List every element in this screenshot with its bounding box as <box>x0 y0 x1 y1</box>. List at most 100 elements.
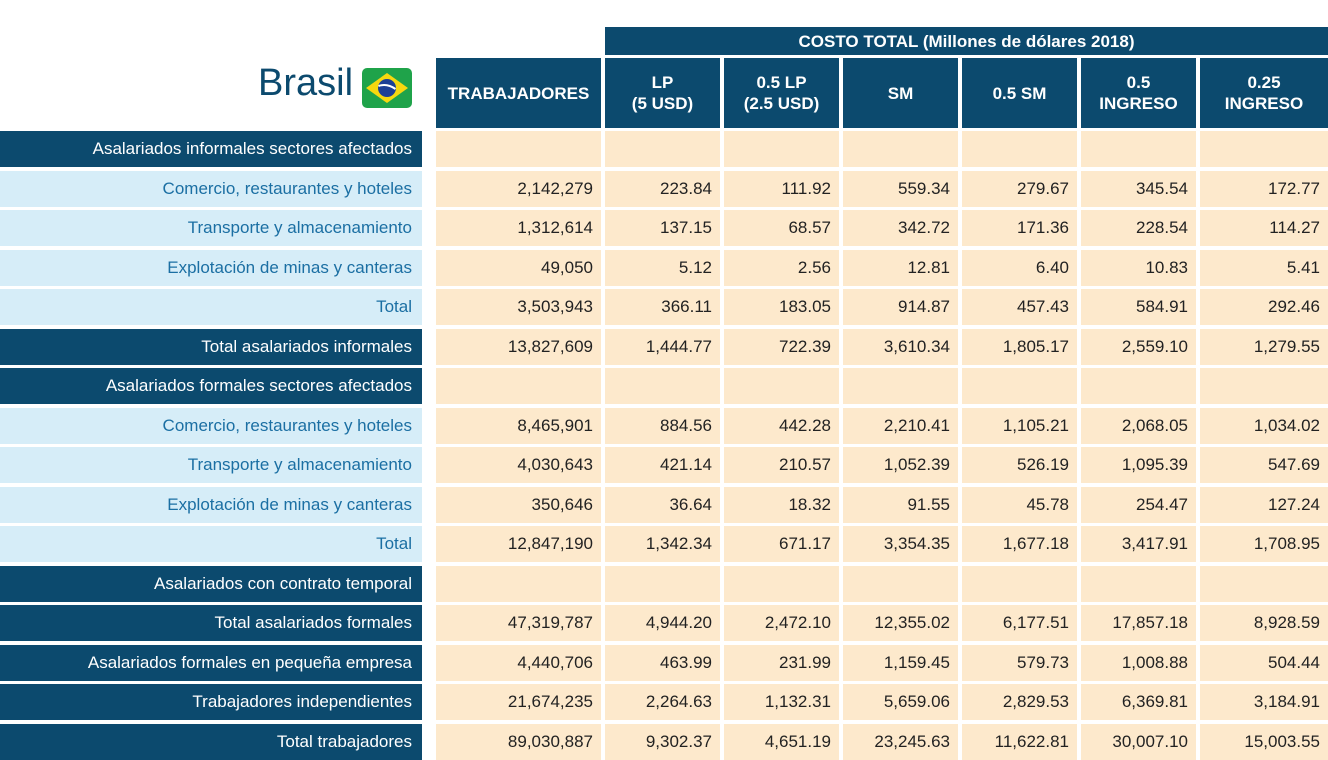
column-header: 0.5 SM <box>962 58 1077 128</box>
cell: 559.34 <box>843 170 958 207</box>
column-header-line: SM <box>887 83 914 103</box>
cell: 23,245.63 <box>843 723 958 760</box>
cell: 127.24 <box>1200 486 1328 523</box>
cell: 4,651.19 <box>724 723 839 760</box>
cell: 15,003.55 <box>1200 723 1328 760</box>
cell: 345.54 <box>1081 170 1196 207</box>
cell <box>962 131 1077 167</box>
cell: 463.99 <box>605 644 720 681</box>
cell: 5,659.06 <box>843 684 958 720</box>
row-label: Comercio, restaurantes y hoteles <box>0 170 422 207</box>
flag-band <box>378 84 397 90</box>
cell: 10.83 <box>1081 249 1196 286</box>
cell: 4,030,643 <box>436 447 601 483</box>
cell: 1,132.31 <box>724 684 839 720</box>
cell <box>1200 368 1328 404</box>
column-header: SM <box>843 58 958 128</box>
cell: 442.28 <box>724 407 839 444</box>
column-header-line: (2.5 USD) <box>743 94 820 113</box>
cell: 36.64 <box>605 486 720 523</box>
cell: 1,159.45 <box>843 644 958 681</box>
cell: 1,034.02 <box>1200 407 1328 444</box>
cell: 1,052.39 <box>843 447 958 483</box>
cell: 2,559.10 <box>1081 328 1196 365</box>
cell: 89,030,887 <box>436 723 601 760</box>
cell <box>1200 131 1328 167</box>
cell: 1,279.55 <box>1200 328 1328 365</box>
column-header-line: 0.5 <box>1126 73 1151 92</box>
cell: 2.56 <box>724 249 839 286</box>
cell <box>1081 565 1196 602</box>
cell: 91.55 <box>843 486 958 523</box>
row-label: Comercio, restaurantes y hoteles <box>0 407 422 444</box>
cell: 1,708.95 <box>1200 526 1328 562</box>
cell: 504.44 <box>1200 644 1328 681</box>
cell: 114.27 <box>1200 210 1328 246</box>
cell: 3,354.35 <box>843 526 958 562</box>
cell <box>724 368 839 404</box>
cell: 45.78 <box>962 486 1077 523</box>
cell: 8,928.59 <box>1200 605 1328 641</box>
cell: 4,944.20 <box>605 605 720 641</box>
cell: 722.39 <box>724 328 839 365</box>
flag <box>362 68 412 108</box>
cell: 1,342.34 <box>605 526 720 562</box>
row-label: Asalariados con contrato temporal <box>0 565 422 602</box>
cell: 2,068.05 <box>1081 407 1196 444</box>
cell: 342.72 <box>843 210 958 246</box>
cell <box>605 565 720 602</box>
cell <box>962 368 1077 404</box>
cell: 421.14 <box>605 447 720 483</box>
cell <box>605 368 720 404</box>
cell: 2,829.53 <box>962 684 1077 720</box>
cell <box>1081 131 1196 167</box>
cell <box>724 131 839 167</box>
cell: 8,465,901 <box>436 407 601 444</box>
cell: 12,355.02 <box>843 605 958 641</box>
row-label: Asalariados formales sectores afectados <box>0 368 422 404</box>
cell: 12.81 <box>843 249 958 286</box>
cell: 17,857.18 <box>1081 605 1196 641</box>
cell: 13,827,609 <box>436 328 601 365</box>
cell <box>436 131 601 167</box>
cell: 30,007.10 <box>1081 723 1196 760</box>
cell: 3,503,943 <box>436 289 601 325</box>
cell: 6,177.51 <box>962 605 1077 641</box>
column-header-line: INGRESO <box>1099 94 1178 113</box>
cell: 231.99 <box>724 644 839 681</box>
row-label: Transporte y almacenamiento <box>0 210 422 246</box>
cell: 47,319,787 <box>436 605 601 641</box>
cell: 584.91 <box>1081 289 1196 325</box>
cell: 4,440,706 <box>436 644 601 681</box>
cell <box>843 131 958 167</box>
cell: 1,095.39 <box>1081 447 1196 483</box>
cell: 350,646 <box>436 486 601 523</box>
cell <box>1200 565 1328 602</box>
cell: 68.57 <box>724 210 839 246</box>
cell <box>605 131 720 167</box>
cell: 3,417.91 <box>1081 526 1196 562</box>
column-header-line: LP <box>651 73 674 92</box>
cell: 2,264.63 <box>605 684 720 720</box>
cell: 223.84 <box>605 170 720 207</box>
row-label: Asalariados informales sectores afectado… <box>0 131 422 167</box>
row-label: Trabajadores independientes <box>0 684 422 720</box>
cell: 671.17 <box>724 526 839 562</box>
cell: 6.40 <box>962 249 1077 286</box>
row-label: Explotación de minas y canteras <box>0 486 422 523</box>
cell: 5.12 <box>605 249 720 286</box>
cell: 526.19 <box>962 447 1077 483</box>
cell: 171.36 <box>962 210 1077 246</box>
cell <box>843 565 958 602</box>
cell: 2,210.41 <box>843 407 958 444</box>
cell: 183.05 <box>724 289 839 325</box>
column-header: TRABAJADORES <box>436 58 601 128</box>
flag-globe <box>378 79 396 97</box>
cell <box>962 565 1077 602</box>
cell <box>724 565 839 602</box>
cell: 9,302.37 <box>605 723 720 760</box>
cell: 228.54 <box>1081 210 1196 246</box>
cell: 3,610.34 <box>843 328 958 365</box>
cell: 914.87 <box>843 289 958 325</box>
